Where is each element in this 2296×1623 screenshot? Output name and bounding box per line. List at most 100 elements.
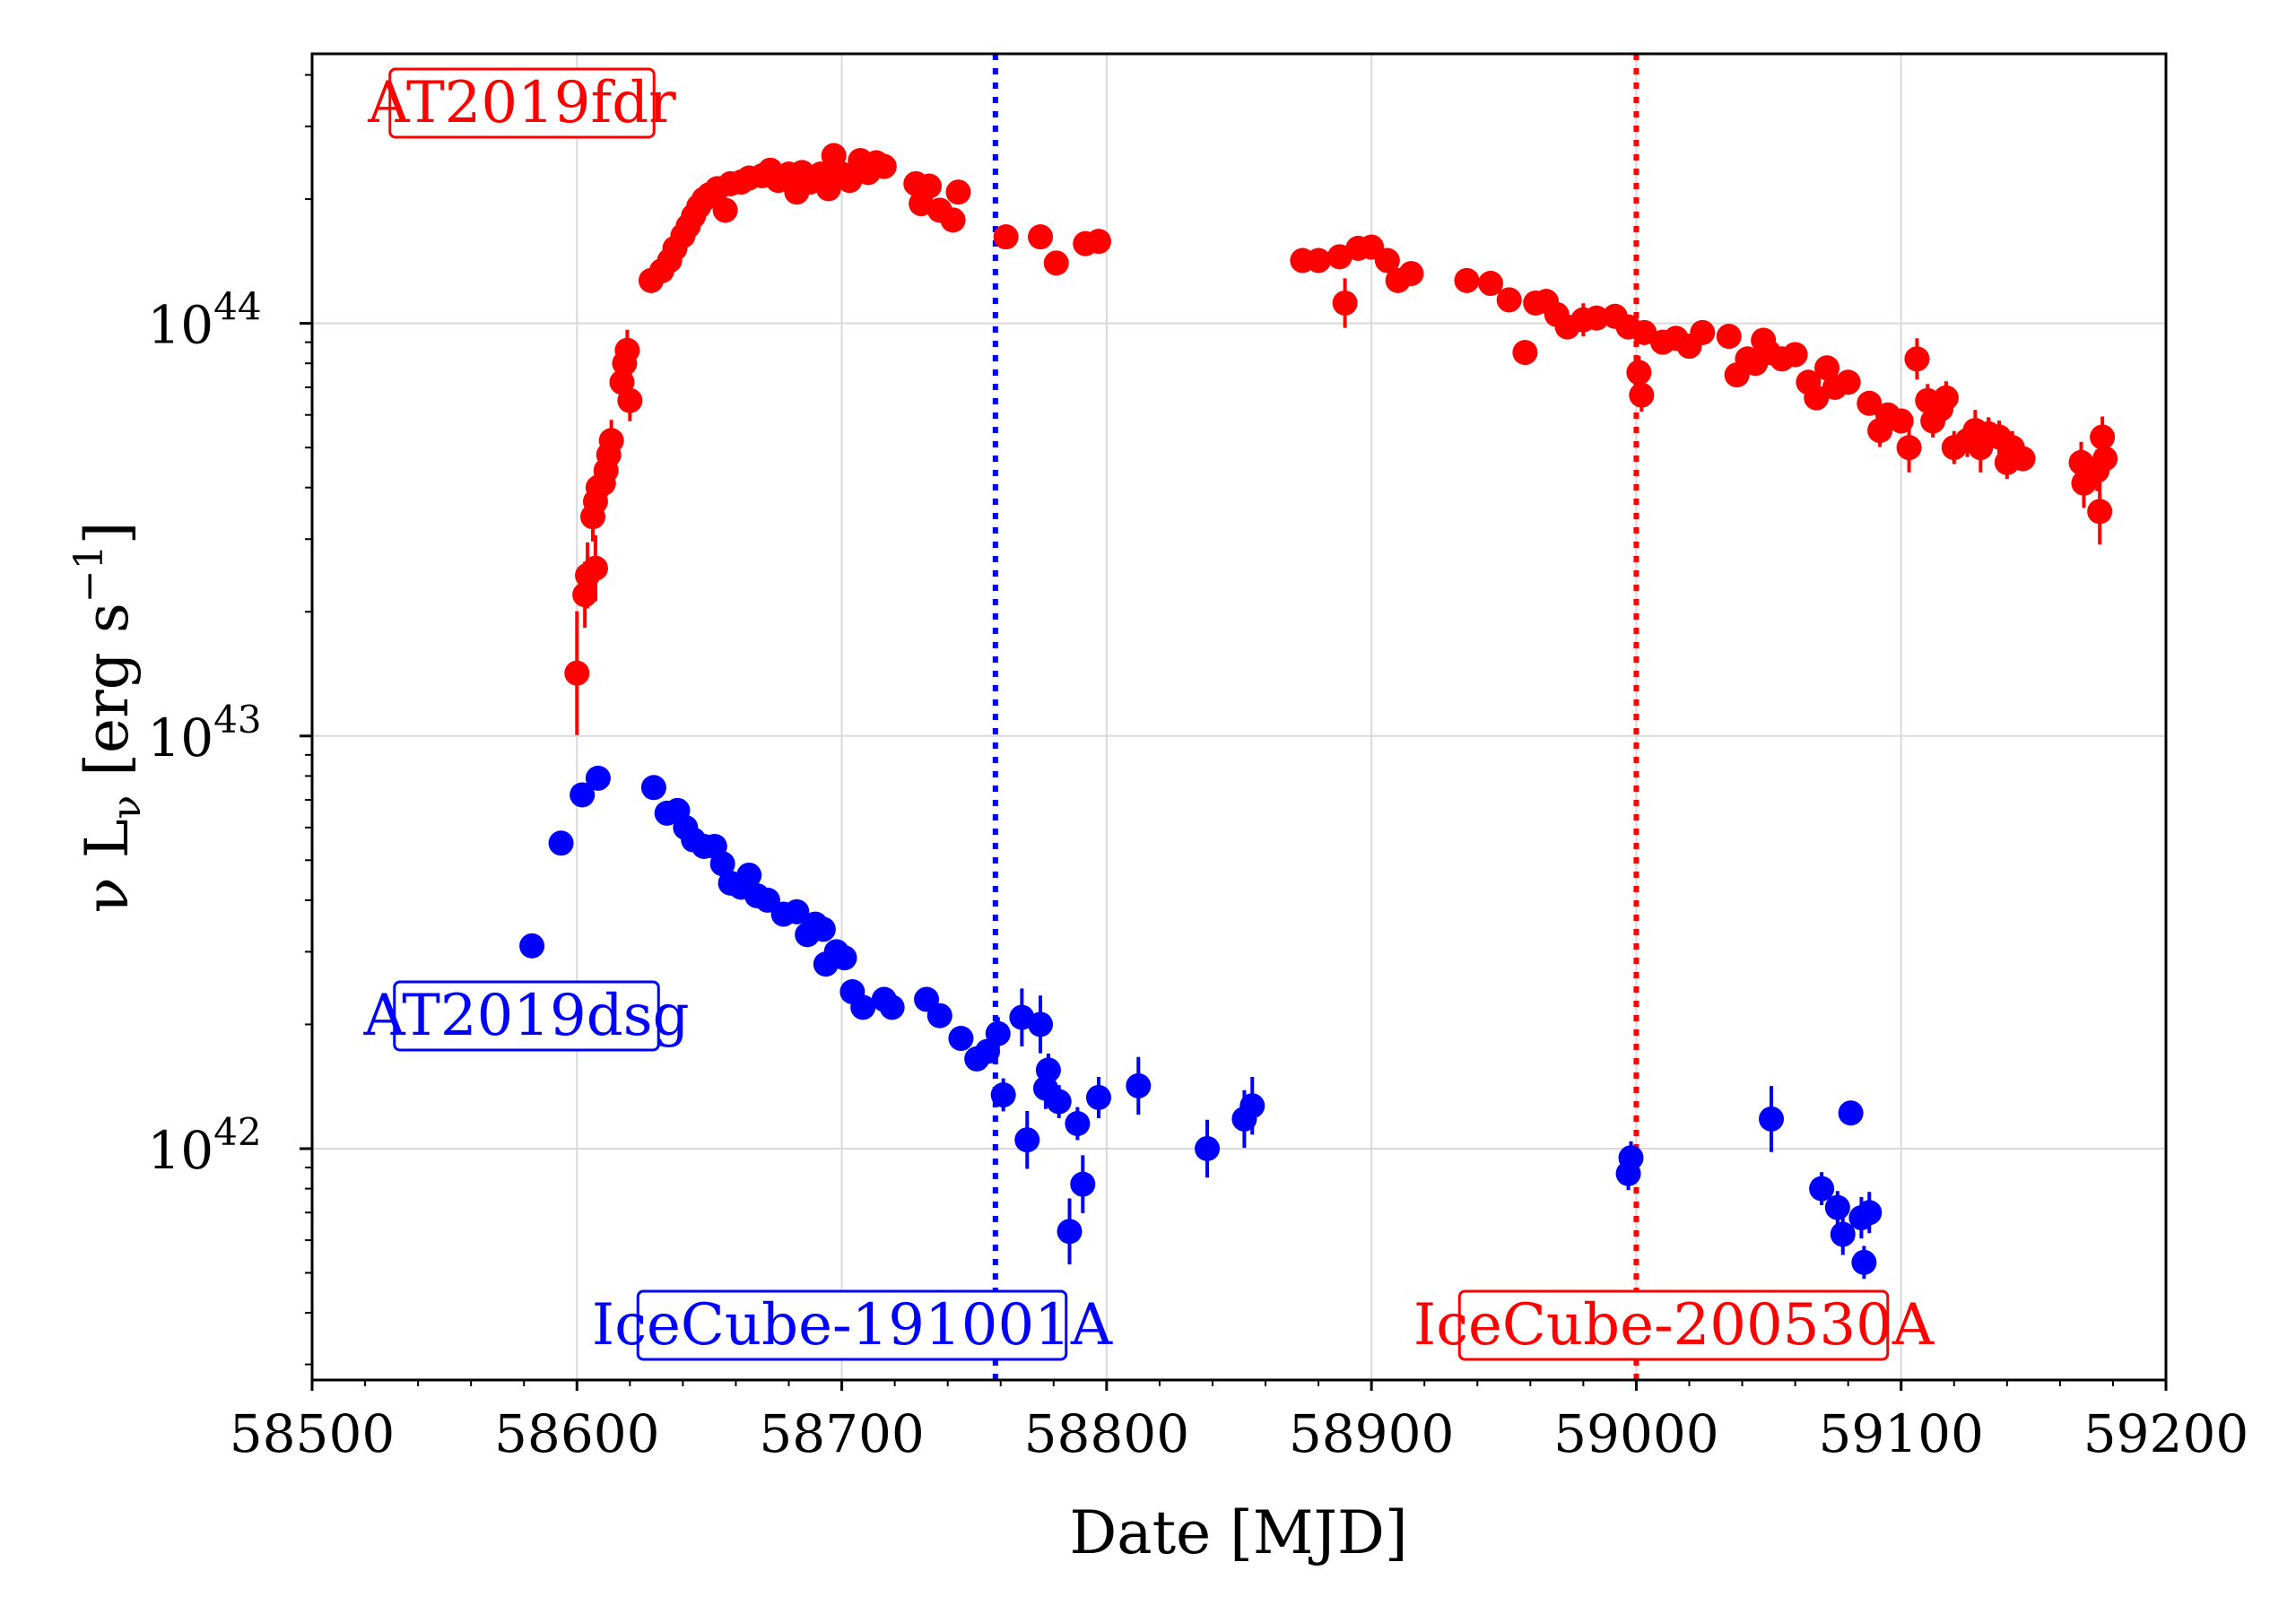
- data-point: [871, 153, 897, 179]
- data-point: [1035, 1057, 1061, 1083]
- data-point: [1065, 1111, 1091, 1137]
- data-point: [1631, 319, 1657, 345]
- data-point: [1496, 287, 1522, 313]
- data-point: [784, 898, 810, 924]
- data-point: [1804, 385, 1830, 411]
- data-point: [1046, 1089, 1072, 1115]
- data-point: [1374, 247, 1400, 273]
- data-point: [810, 916, 836, 942]
- data-point: [1512, 340, 1538, 366]
- data-point: [1584, 305, 1610, 331]
- data-point: [940, 207, 966, 233]
- x-tick-label: 59100: [1818, 1403, 1984, 1464]
- y-tick-label: 1044: [147, 285, 261, 356]
- data-point: [1398, 261, 1424, 287]
- y-axis-label: ν Lν [erg s−1]: [66, 522, 150, 914]
- data-point: [985, 1020, 1011, 1046]
- data-point: [1814, 355, 1840, 381]
- data-point: [1626, 360, 1652, 386]
- data-point: [1195, 1135, 1221, 1161]
- data-point: [1824, 1194, 1850, 1220]
- data-point: [1857, 390, 1883, 416]
- data-point: [1126, 1072, 1152, 1098]
- data-point: [1028, 224, 1054, 250]
- data-point: [570, 782, 596, 808]
- x-axis-ticks: 58500 58600 58700 58800 58900 59000 59100 59200: [230, 1380, 2249, 1464]
- data-point: [1332, 290, 1358, 316]
- data-point: [1809, 1176, 1835, 1202]
- data-point: [572, 582, 598, 608]
- data-point: [548, 830, 574, 856]
- data-point: [1851, 1249, 1877, 1275]
- x-tick-label: 59000: [1553, 1403, 1719, 1464]
- label-icecube-200530a-box: [1457, 1289, 1890, 1361]
- data-point: [1618, 1145, 1644, 1171]
- label-icecube-200530a: IceCube-200530A: [1413, 1292, 1935, 1358]
- data-point: [1239, 1093, 1265, 1119]
- data-point: [1835, 369, 1861, 395]
- data-point: [1306, 247, 1332, 273]
- data-point: [1838, 1100, 1864, 1126]
- label-at2019dsg-box: [393, 980, 660, 1052]
- data-point: [614, 337, 640, 363]
- annotation-labels: AT2019fdr AT2019dsg IceCube-191001A IceCube…: [362, 67, 1935, 1361]
- x-tick-label: 58600: [494, 1403, 660, 1464]
- plot-frame: [310, 52, 2168, 1382]
- data-point: [2087, 499, 2113, 525]
- data-point: [926, 1002, 952, 1028]
- label-at2019fdr-box: [388, 67, 656, 139]
- x-tick-label: 58800: [1024, 1403, 1190, 1464]
- x-tick-label: 59200: [2083, 1403, 2249, 1464]
- data-point: [1896, 435, 1922, 461]
- data-point: [2092, 446, 2118, 472]
- data-point: [1028, 1011, 1054, 1037]
- series-at2019dsg: [519, 765, 1883, 1280]
- y-tick-label: 1043: [147, 698, 261, 768]
- data-point: [1057, 1219, 1083, 1245]
- data-point: [1043, 250, 1069, 276]
- data-point: [2090, 424, 2116, 450]
- data-point: [712, 197, 738, 223]
- x-tick-label: 58500: [230, 1403, 396, 1464]
- data-point: [564, 660, 590, 686]
- data-point: [519, 933, 545, 959]
- label-icecube-191001a-box: [636, 1289, 1068, 1361]
- x-tick-label: 58900: [1289, 1403, 1455, 1464]
- data-point: [2010, 446, 2036, 472]
- label-at2019fdr: AT2019fdr: [367, 70, 676, 136]
- data-point: [1933, 385, 1959, 411]
- data-point: [993, 224, 1019, 250]
- series-at2019fdr: [564, 143, 2118, 735]
- data-point: [1690, 319, 1716, 345]
- data-point: [850, 994, 876, 1020]
- label-at2019dsg: AT2019dsg: [362, 983, 689, 1049]
- y-tick-label: 1042: [147, 1110, 261, 1181]
- data-point: [582, 555, 608, 581]
- x-axis-label: Date [MJD]: [1069, 1498, 1407, 1567]
- grid: [311, 54, 2167, 1380]
- y-axis-ticks: 1042 1043 1044: [147, 74, 312, 1366]
- data-point: [831, 945, 857, 971]
- data-point: [1085, 229, 1111, 255]
- data-point: [640, 775, 666, 801]
- data-point: [1857, 1200, 1883, 1226]
- data-point: [1070, 1171, 1096, 1197]
- data-point: [598, 428, 624, 454]
- data-point: [585, 765, 611, 791]
- label-icecube-191001a: IceCube-191001A: [592, 1292, 1113, 1358]
- data-point: [1716, 324, 1742, 350]
- data-point: [879, 994, 905, 1020]
- data-point: [1478, 271, 1504, 297]
- data-point: [1629, 382, 1655, 408]
- data-point: [709, 851, 735, 877]
- data-point: [1782, 342, 1808, 368]
- data-point: [1830, 1221, 1856, 1247]
- data-point: [1014, 1127, 1040, 1153]
- data-point: [1085, 1084, 1111, 1110]
- data-point: [617, 387, 643, 413]
- data-point: [1454, 267, 1480, 293]
- data-point: [917, 173, 943, 199]
- data-point: [990, 1082, 1016, 1108]
- data-point: [736, 862, 762, 888]
